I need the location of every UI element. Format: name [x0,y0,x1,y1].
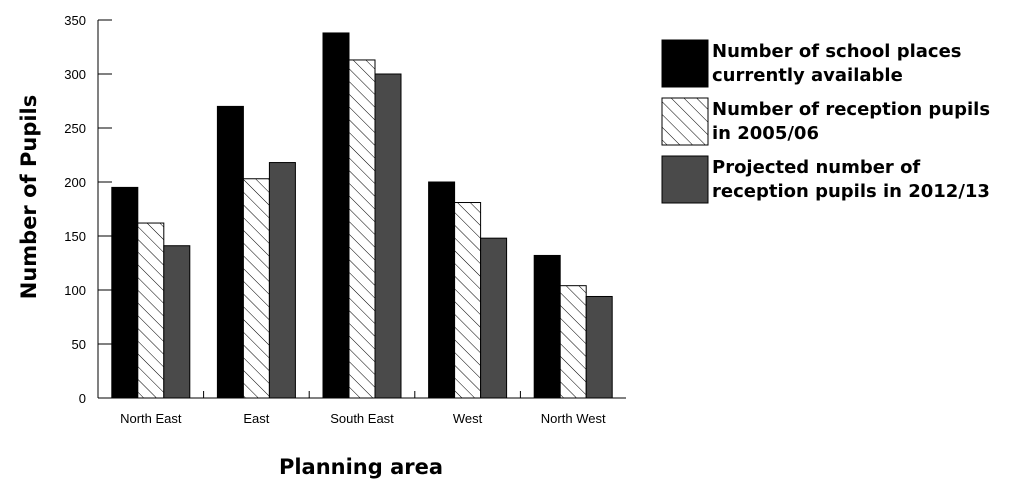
bars [111,32,613,399]
bar [111,186,139,399]
x-tick-label: North East [120,411,182,426]
bar [242,178,270,399]
y-tick-label: 150 [64,229,86,244]
x-tick-label: East [243,411,269,426]
y-axis: 0 50 100 150 200 250 300 350 [64,13,112,406]
legend-label: reception pupils in 2012/13 [712,181,990,202]
bar [559,285,587,399]
y-tick-label: 250 [64,121,86,136]
legend-label: Projected number of [712,157,920,178]
y-tick-label: 350 [64,13,86,28]
x-tick-label: North West [541,411,606,426]
legend-label: Number of reception pupils [712,99,990,120]
legend-swatch [661,97,709,146]
y-axis-title: Number of Pupils [17,95,41,300]
legend-label: in 2005/06 [712,123,819,144]
legend: Number of school places currently availab… [661,39,990,204]
y-tick-label: 50 [72,337,86,352]
bar [480,237,508,399]
bar [216,105,244,399]
bar [137,222,165,399]
legend-swatch [661,39,709,88]
x-axis-title: Planning area [279,455,443,479]
y-tick-label: 100 [64,283,86,298]
y-tick-label: 200 [64,175,86,190]
bar [348,59,376,399]
bar [454,202,482,399]
legend-swatch [661,155,709,204]
bar [163,245,191,399]
y-tick-label: 300 [64,67,86,82]
x-tick-label: West [453,411,483,426]
bar [585,295,613,399]
x-tick-label: South East [330,411,394,426]
bar [268,162,296,399]
bar [374,73,402,399]
legend-label: currently available [712,65,903,86]
bar [533,254,561,399]
bar [428,181,456,399]
legend-label: Number of school places [712,41,962,62]
y-tick-label: 0 [79,391,86,406]
bar [322,32,350,399]
